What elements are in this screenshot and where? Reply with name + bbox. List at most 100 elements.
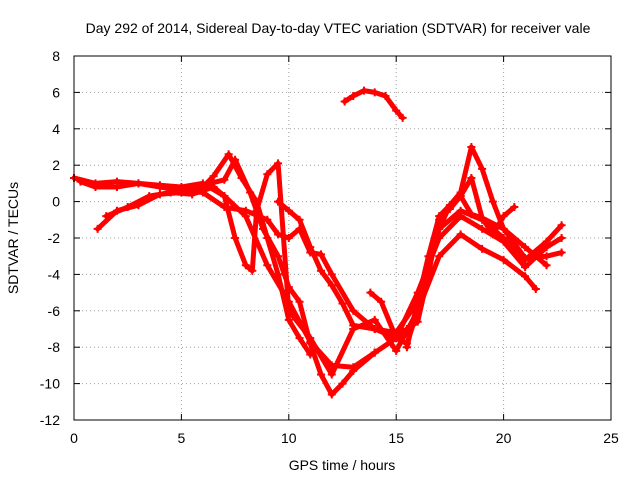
- data-point: [166, 188, 175, 197]
- data-point: [284, 315, 293, 324]
- data-point: [224, 150, 233, 159]
- data-point: [478, 213, 487, 222]
- data-point: [284, 306, 293, 315]
- data-point: [274, 230, 283, 239]
- chart-title: Day 292 of 2014, Sidereal Day-to-day VTE…: [86, 20, 591, 36]
- data-point: [295, 215, 304, 224]
- data-point: [531, 284, 540, 293]
- data-point: [392, 334, 401, 343]
- x-tick-label: 0: [70, 430, 78, 446]
- data-point: [263, 234, 272, 242]
- data-point: [359, 86, 368, 95]
- data-point: [370, 88, 379, 97]
- data-point: [263, 170, 272, 179]
- data-point: [327, 370, 336, 379]
- y-axis-label: SDTVAR / TECUs: [5, 182, 21, 294]
- data-point: [542, 237, 551, 246]
- series-line-track-7: [367, 144, 565, 347]
- data-point: [488, 197, 497, 206]
- y-tick-label: 6: [52, 84, 60, 100]
- data-point: [542, 261, 551, 270]
- data-point: [306, 334, 315, 343]
- data-point: [521, 272, 530, 281]
- data-point: [327, 281, 336, 290]
- data-point: [456, 230, 465, 239]
- data-point: [317, 250, 326, 259]
- data-point: [198, 188, 207, 197]
- data-point: [91, 183, 100, 192]
- data-point: [456, 206, 465, 215]
- data-point: [327, 270, 336, 279]
- data-point: [295, 297, 304, 306]
- data-point: [349, 321, 358, 330]
- data-point: [241, 261, 250, 270]
- data-point: [340, 97, 349, 106]
- data-point: [499, 224, 508, 233]
- data-point: [263, 215, 272, 224]
- plot-layer: [70, 86, 566, 399]
- y-tick-label: 8: [52, 48, 60, 64]
- data-point: [542, 252, 551, 261]
- data-point: [284, 234, 293, 242]
- series-line-track-5: [178, 188, 565, 336]
- y-tick-label: -6: [48, 303, 61, 319]
- data-point: [317, 370, 326, 379]
- data-point: [370, 325, 379, 333]
- data-point: [392, 346, 401, 355]
- data-point: [557, 248, 566, 257]
- data-point: [499, 212, 508, 221]
- data-point: [155, 183, 164, 192]
- data-point: [274, 197, 283, 206]
- y-tick-label: -2: [48, 230, 61, 246]
- data-point: [295, 334, 304, 343]
- data-point: [112, 183, 121, 192]
- data-point: [209, 183, 218, 192]
- series-line-track-1: [71, 175, 565, 370]
- y-tick-label: 2: [52, 157, 60, 173]
- data-point: [521, 243, 530, 252]
- y-tick-label: 4: [52, 121, 60, 137]
- y-tick-label: -10: [40, 376, 60, 392]
- data-point: [456, 192, 465, 201]
- data-point: [349, 92, 358, 101]
- data-point: [370, 315, 379, 324]
- data-point: [220, 175, 229, 184]
- x-axis-label: GPS time / hours: [289, 457, 396, 473]
- x-tick-label: 10: [281, 430, 297, 446]
- data-point: [381, 92, 390, 101]
- data-point: [510, 203, 519, 212]
- data-point: [435, 212, 444, 221]
- data-point: [478, 244, 487, 253]
- data-point: [248, 266, 257, 275]
- data-point: [424, 252, 433, 261]
- data-point: [263, 261, 272, 270]
- data-point: [521, 263, 530, 272]
- data-point: [123, 203, 132, 212]
- data-point: [220, 192, 229, 201]
- data-point: [435, 252, 444, 261]
- y-tick-label: -4: [48, 266, 61, 282]
- data-point: [220, 203, 229, 212]
- data-point: [349, 366, 358, 375]
- data-point: [402, 343, 411, 352]
- y-tick-label: 0: [52, 194, 60, 210]
- data-point: [317, 266, 326, 275]
- data-point: [521, 254, 530, 263]
- data-point: [413, 297, 422, 306]
- data-point: [392, 106, 401, 115]
- data-point: [478, 224, 487, 233]
- data-point: [398, 113, 407, 122]
- data-point: [274, 159, 283, 168]
- data-point: [177, 186, 186, 195]
- data-point: [209, 172, 218, 181]
- data-point: [93, 224, 102, 233]
- data-point: [237, 173, 246, 182]
- data-point: [284, 206, 293, 215]
- data-point: [102, 212, 111, 221]
- data-point: [76, 177, 85, 186]
- data-point: [557, 234, 566, 242]
- data-point: [241, 206, 250, 215]
